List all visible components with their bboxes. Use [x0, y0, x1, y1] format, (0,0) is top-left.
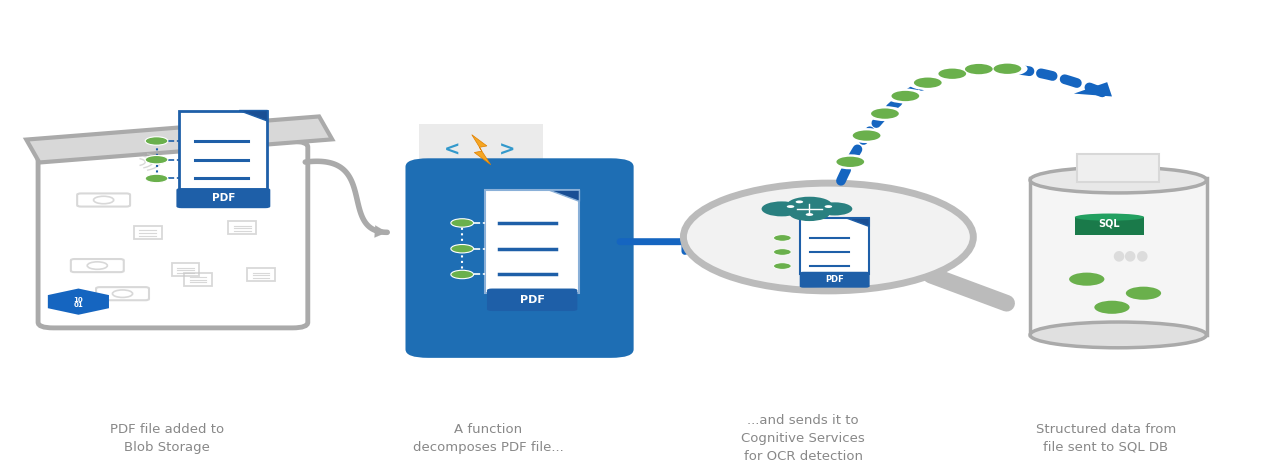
- Circle shape: [684, 183, 974, 291]
- FancyBboxPatch shape: [487, 289, 577, 311]
- Text: <: <: [443, 140, 460, 159]
- Text: PDF: PDF: [211, 193, 235, 203]
- Circle shape: [871, 109, 899, 119]
- Circle shape: [865, 106, 905, 121]
- Polygon shape: [847, 218, 870, 227]
- Ellipse shape: [1075, 213, 1144, 221]
- Circle shape: [817, 202, 852, 216]
- Circle shape: [786, 205, 794, 208]
- Circle shape: [885, 89, 925, 103]
- FancyBboxPatch shape: [800, 272, 870, 288]
- Circle shape: [938, 69, 966, 79]
- Circle shape: [1069, 273, 1104, 286]
- Circle shape: [451, 219, 473, 227]
- Circle shape: [987, 61, 1028, 76]
- Text: PDF: PDF: [825, 274, 844, 283]
- Circle shape: [146, 155, 168, 164]
- Circle shape: [914, 78, 942, 88]
- FancyBboxPatch shape: [180, 110, 267, 195]
- Circle shape: [789, 206, 829, 221]
- FancyBboxPatch shape: [176, 188, 271, 208]
- FancyBboxPatch shape: [800, 218, 870, 274]
- Text: A function
decomposes PDF file...: A function decomposes PDF file...: [413, 423, 563, 454]
- Circle shape: [451, 245, 473, 253]
- Circle shape: [908, 75, 948, 90]
- Circle shape: [774, 235, 791, 241]
- Circle shape: [805, 213, 813, 216]
- Circle shape: [762, 201, 801, 217]
- FancyBboxPatch shape: [405, 158, 633, 358]
- Circle shape: [774, 249, 791, 255]
- Text: ●●●: ●●●: [1113, 249, 1150, 263]
- Polygon shape: [472, 135, 491, 164]
- Ellipse shape: [1031, 322, 1206, 348]
- Circle shape: [824, 205, 832, 208]
- Polygon shape: [239, 110, 267, 121]
- Circle shape: [795, 201, 803, 203]
- Text: Structured data from
file sent to SQL DB: Structured data from file sent to SQL DB: [1036, 423, 1176, 454]
- FancyBboxPatch shape: [1077, 154, 1160, 182]
- Ellipse shape: [1031, 167, 1206, 193]
- Circle shape: [994, 64, 1022, 74]
- Polygon shape: [549, 190, 580, 201]
- FancyBboxPatch shape: [485, 190, 580, 293]
- Circle shape: [451, 270, 473, 279]
- Text: 01: 01: [73, 302, 84, 309]
- Polygon shape: [48, 289, 109, 315]
- Circle shape: [146, 174, 168, 182]
- Circle shape: [853, 130, 880, 141]
- FancyBboxPatch shape: [38, 141, 308, 328]
- Text: ...and sends it to
Cognitive Services
for OCR detection: ...and sends it to Cognitive Services fo…: [742, 414, 865, 463]
- Text: >: >: [499, 140, 515, 159]
- Polygon shape: [1074, 82, 1112, 97]
- Circle shape: [830, 155, 871, 169]
- Circle shape: [847, 128, 886, 143]
- FancyBboxPatch shape: [1031, 178, 1206, 335]
- Circle shape: [932, 66, 972, 81]
- Circle shape: [774, 263, 791, 269]
- Text: PDF file added to
Blob Storage: PDF file added to Blob Storage: [110, 423, 224, 454]
- Circle shape: [837, 157, 865, 167]
- Text: SQL: SQL: [1099, 218, 1120, 228]
- Circle shape: [1094, 301, 1129, 314]
- Circle shape: [891, 91, 919, 101]
- Circle shape: [146, 137, 168, 145]
- FancyBboxPatch shape: [419, 124, 543, 192]
- Circle shape: [958, 62, 999, 77]
- Polygon shape: [27, 117, 332, 163]
- FancyBboxPatch shape: [1075, 217, 1144, 235]
- Circle shape: [786, 197, 832, 214]
- Circle shape: [965, 64, 993, 74]
- Text: 10: 10: [73, 297, 84, 303]
- Circle shape: [1125, 287, 1161, 300]
- Text: PDF: PDF: [520, 295, 544, 305]
